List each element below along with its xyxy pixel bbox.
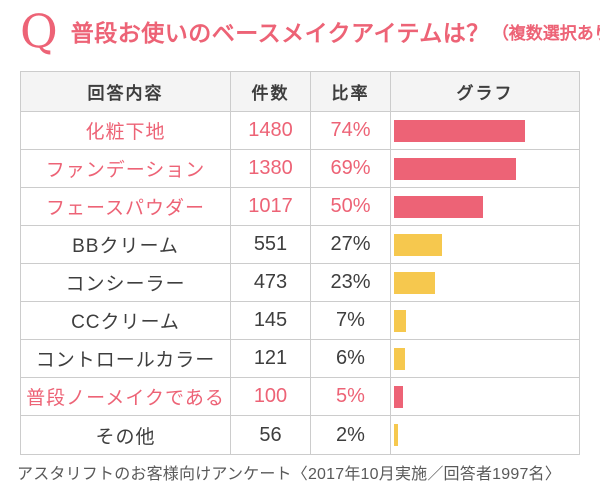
graph-cell: [391, 226, 579, 263]
count-value: 100: [231, 378, 311, 415]
count-value: 551: [231, 226, 311, 263]
count-value: 1480: [231, 112, 311, 149]
ratio-value: 74%: [311, 112, 391, 149]
answer-label: コントロールカラー: [21, 340, 231, 377]
percentage-bar: [394, 385, 403, 408]
answer-label: BBクリーム: [21, 226, 231, 263]
table-header-row: 回答内容 件数 比率 グラフ: [21, 72, 579, 112]
table-row: BBクリーム 551 27%: [21, 226, 579, 264]
header-count: 件数: [231, 72, 311, 111]
count-value: 56: [231, 416, 311, 454]
percentage-bar: [394, 233, 442, 256]
ratio-value: 27%: [311, 226, 391, 263]
count-value: 1380: [231, 150, 311, 187]
q-mark: Q: [20, 4, 58, 58]
ratio-value: 69%: [311, 150, 391, 187]
percentage-bar: [394, 347, 405, 370]
ratio-value: 23%: [311, 264, 391, 301]
answer-label: 化粧下地: [21, 112, 231, 149]
table-row: CCクリーム 145 7%: [21, 302, 579, 340]
table-row: 普段ノーメイクである 100 5%: [21, 378, 579, 416]
percentage-bar: [394, 157, 517, 180]
answer-label: コンシーラー: [21, 264, 231, 301]
table-row: フェースパウダー 1017 50%: [21, 188, 579, 226]
count-value: 1017: [231, 188, 311, 225]
percentage-bar: [394, 271, 435, 294]
graph-cell: [391, 150, 579, 187]
ratio-value: 5%: [311, 378, 391, 415]
graph-cell: [391, 188, 579, 225]
table-row: コントロールカラー 121 6%: [21, 340, 579, 378]
graph-cell: [391, 112, 579, 149]
graph-cell: [391, 340, 579, 377]
graph-cell: [391, 302, 579, 339]
table-body: 化粧下地 1480 74% ファンデーション 1380 69% フェースパウダー 1017 50…: [21, 112, 579, 454]
table-row: 化粧下地 1480 74%: [21, 112, 579, 150]
table-row: その他 56 2%: [21, 416, 579, 454]
answer-label: CCクリーム: [21, 302, 231, 339]
percentage-bar: [394, 424, 398, 446]
graph-cell: [391, 416, 579, 454]
percentage-bar: [394, 309, 407, 332]
count-value: 145: [231, 302, 311, 339]
question-title: Q 普段お使いのベースメイクアイテムは？ （複数選択あり）: [20, 4, 600, 58]
ratio-value: 7%: [311, 302, 391, 339]
header-graph: グラフ: [456, 84, 514, 103]
ratio-value: 50%: [311, 188, 391, 225]
question-text: 普段お使いのベースメイクアイテムは？: [70, 20, 490, 46]
answer-label: その他: [21, 416, 231, 454]
graph-cell: [391, 378, 579, 415]
question-note: （複数選択あり）: [491, 23, 600, 43]
percentage-bar: [394, 119, 525, 142]
header-answer: 回答内容: [21, 72, 231, 111]
percentage-bar: [394, 195, 483, 218]
count-value: 473: [231, 264, 311, 301]
results-table: 回答内容 件数 比率 グラフ 化粧下地 1480 74% ファンデーション 1380 69…: [20, 71, 580, 455]
answer-label: ファンデーション: [21, 150, 231, 187]
table-row: ファンデーション 1380 69%: [21, 150, 579, 188]
survey-source-note: アスタリフトのお客様向けアンケート〈2017年10月実施／回答者1997名〉: [17, 466, 561, 483]
count-value: 121: [231, 340, 311, 377]
table-row: コンシーラー 473 23%: [21, 264, 579, 302]
ratio-value: 2%: [311, 416, 391, 454]
header-ratio: 比率: [311, 72, 391, 111]
answer-label: フェースパウダー: [21, 188, 231, 225]
answer-label: 普段ノーメイクである: [21, 378, 231, 415]
graph-cell: [391, 264, 579, 301]
ratio-value: 6%: [311, 340, 391, 377]
